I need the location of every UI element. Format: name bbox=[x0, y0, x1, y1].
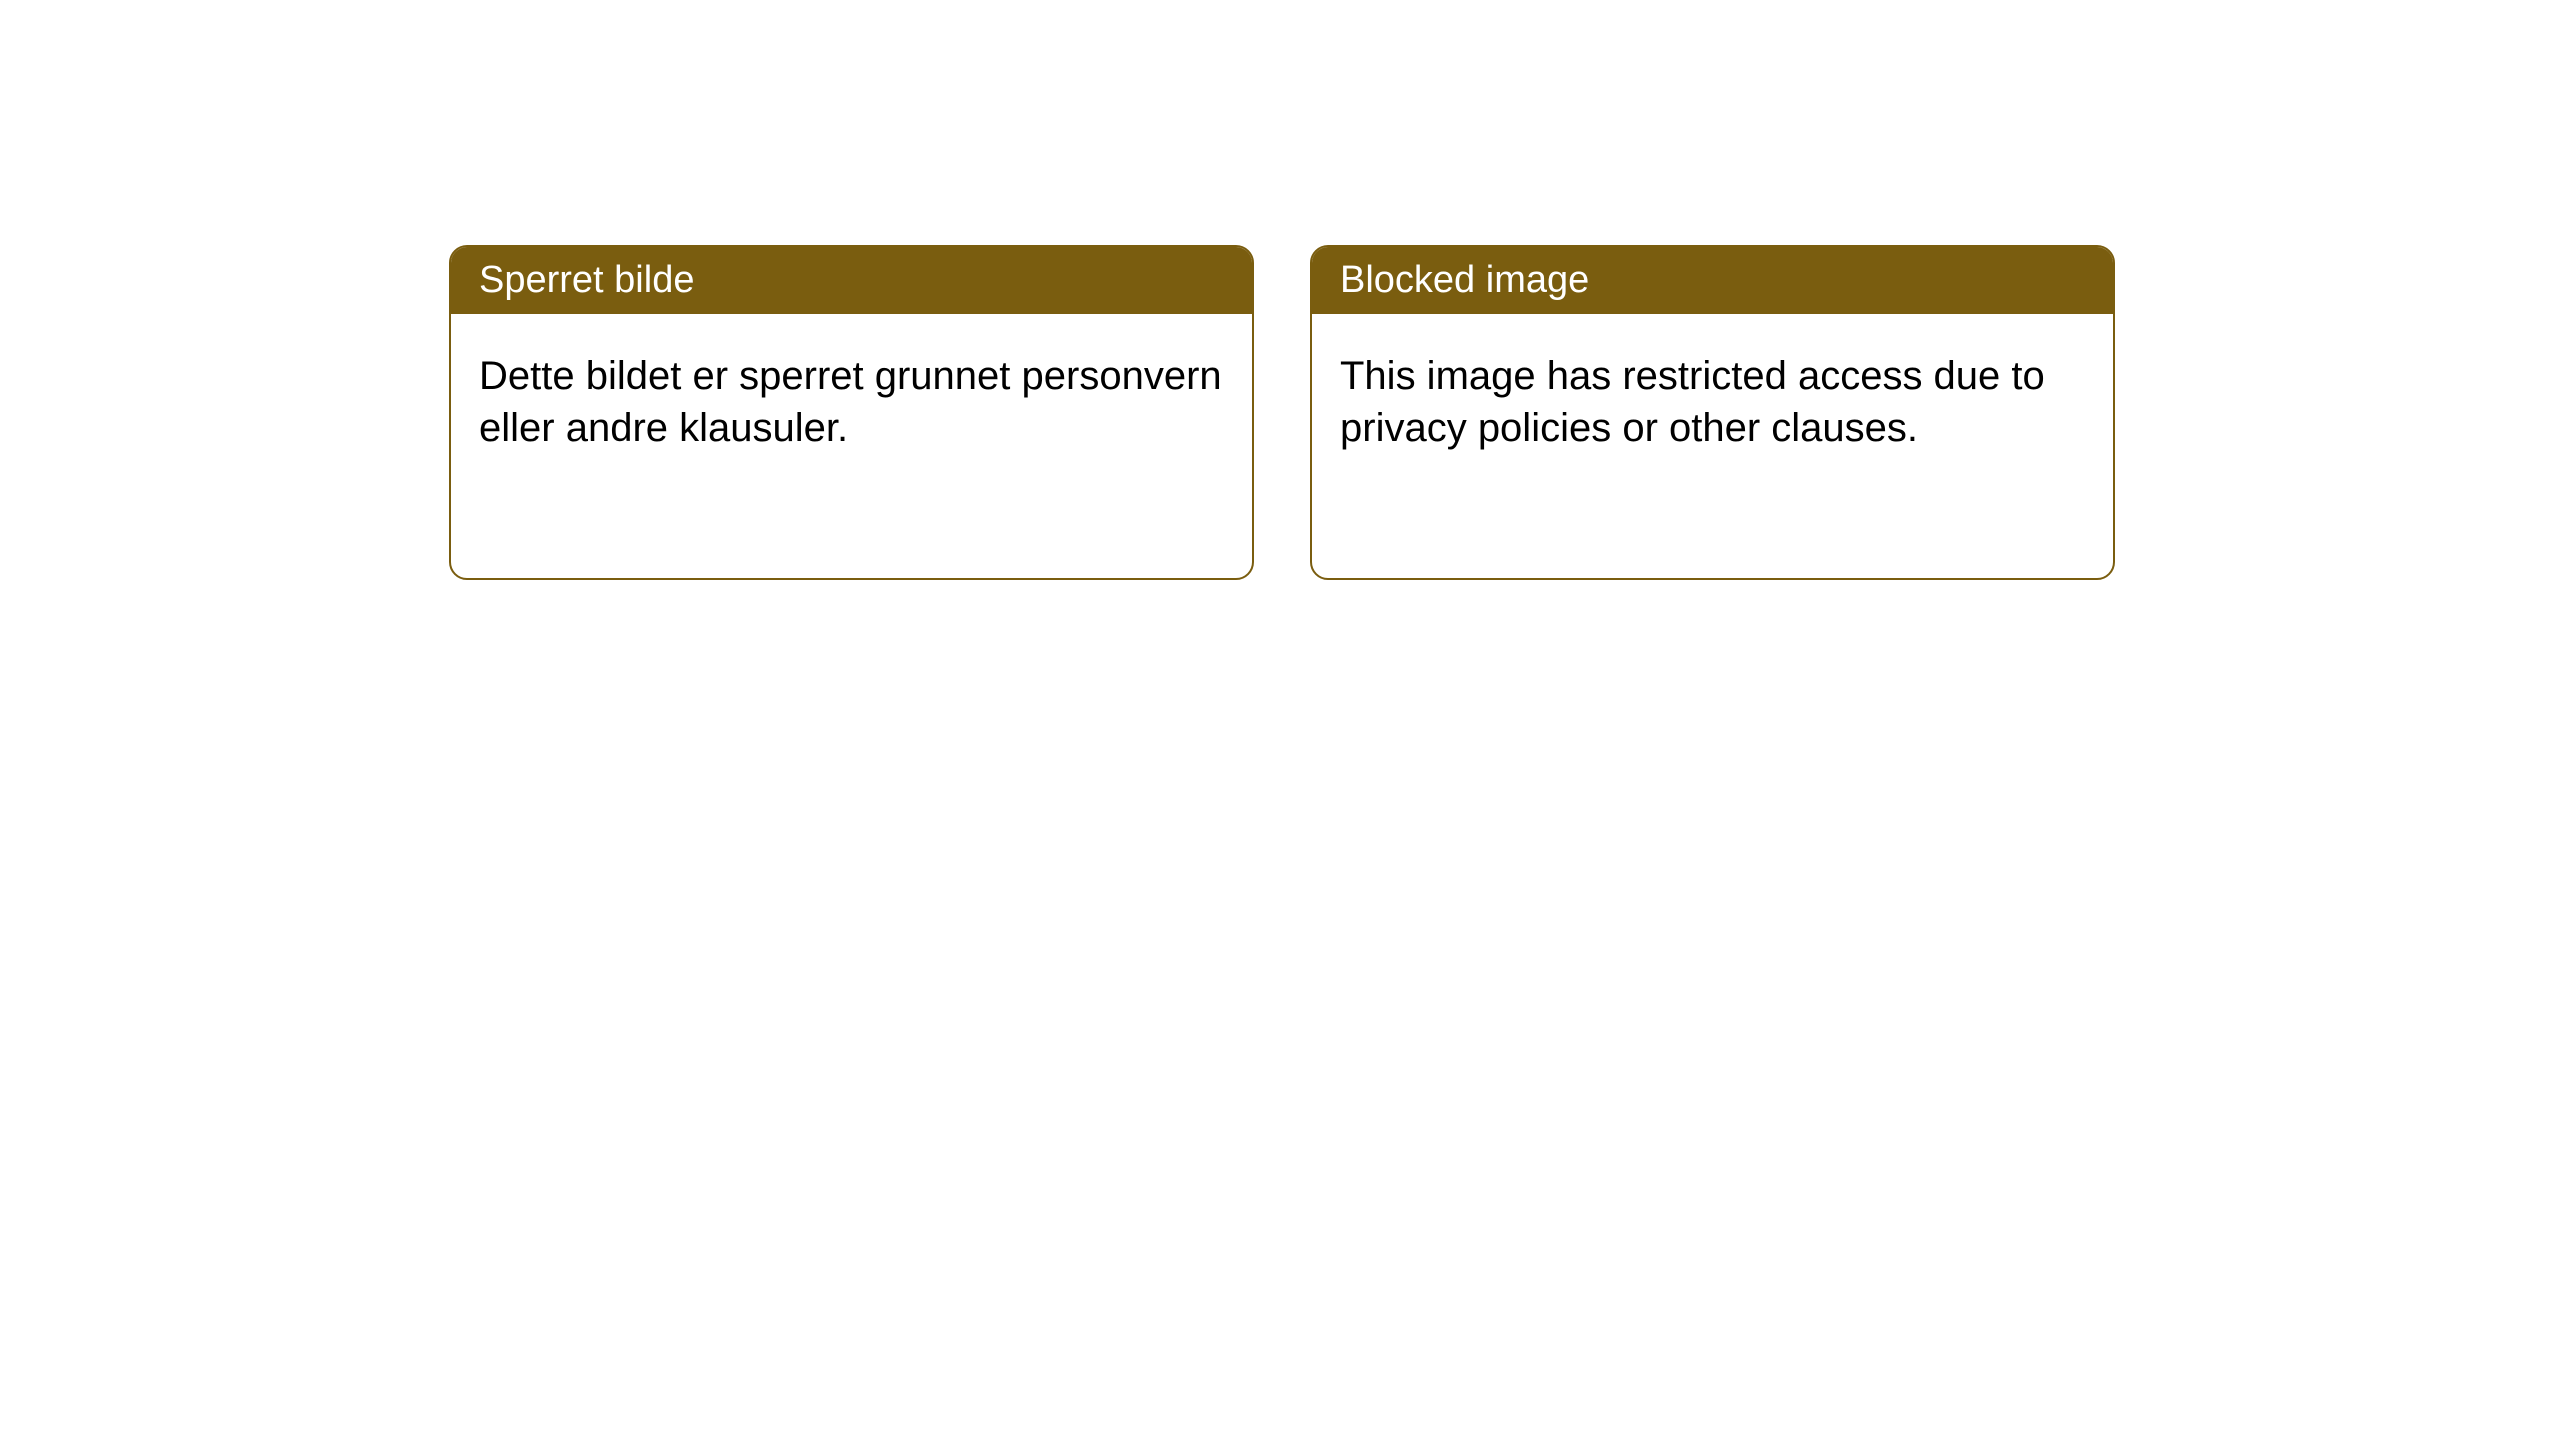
notice-body-norwegian: Dette bildet er sperret grunnet personve… bbox=[451, 314, 1252, 490]
notice-card-english: Blocked image This image has restricted … bbox=[1310, 245, 2115, 580]
notice-header-english: Blocked image bbox=[1312, 247, 2113, 314]
notice-header-norwegian: Sperret bilde bbox=[451, 247, 1252, 314]
notice-body-english: This image has restricted access due to … bbox=[1312, 314, 2113, 490]
notice-container: Sperret bilde Dette bildet er sperret gr… bbox=[0, 0, 2560, 580]
notice-card-norwegian: Sperret bilde Dette bildet er sperret gr… bbox=[449, 245, 1254, 580]
